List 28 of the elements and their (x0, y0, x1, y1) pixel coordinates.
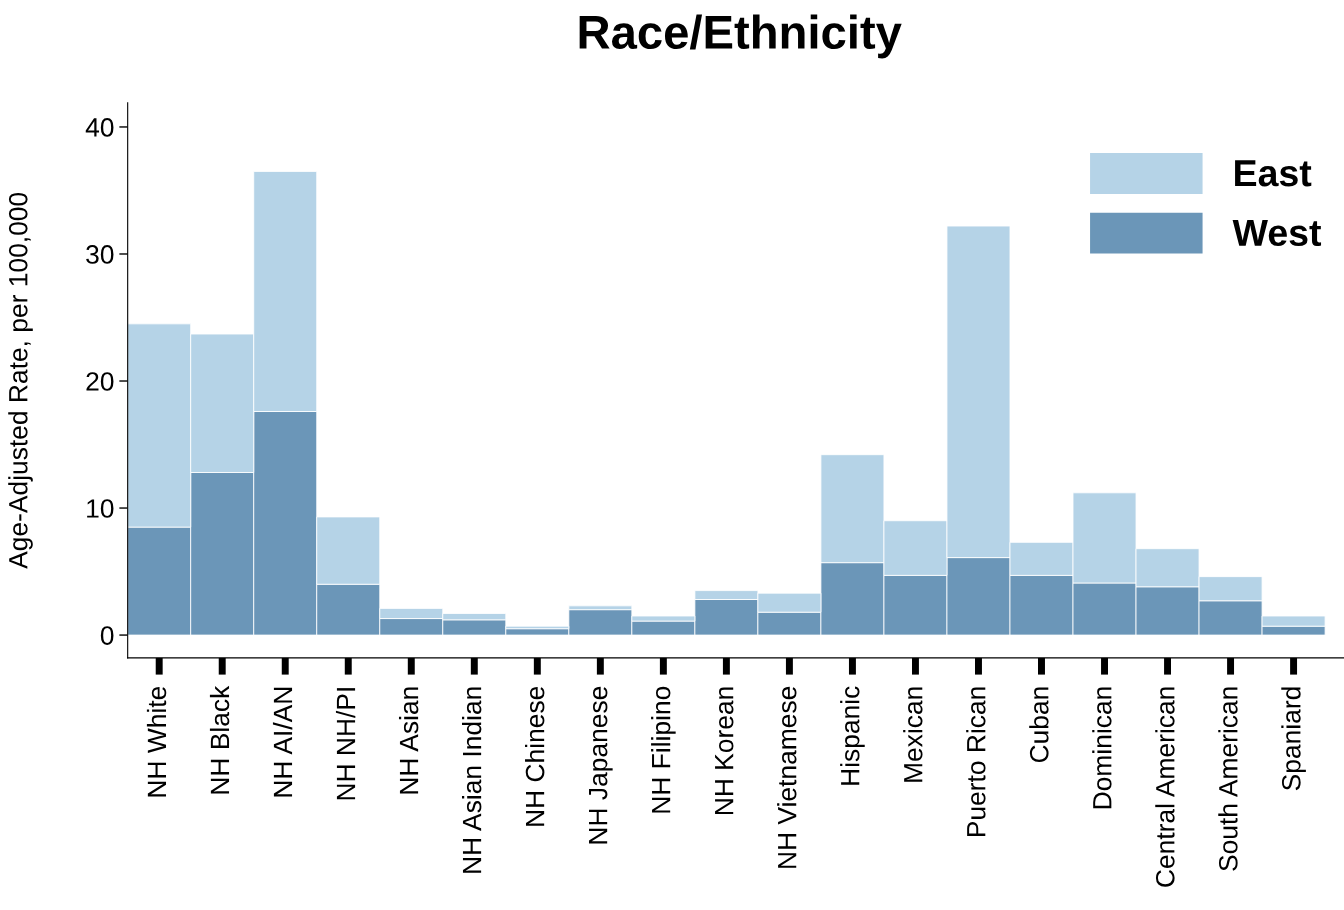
chart-title: Race/Ethnicity (579, 14, 902, 59)
x-tick-label: NH Vietnamese (777, 686, 797, 868)
y-tick-label: 30 (86, 245, 114, 264)
x-tick-label: NH Korean (715, 687, 734, 815)
y-axis-title: Age-Adjusted Rate, per 100,000 (8, 192, 33, 569)
x-tick-label: Hispanic (840, 686, 865, 785)
legend-label: East (1235, 160, 1312, 187)
x-tick-label: South American (1218, 687, 1238, 871)
x-tick-label: NH Japanese (589, 686, 613, 844)
x-tick-label: Mexican (903, 687, 923, 782)
y-tick-label: 0 (100, 626, 114, 645)
x-tick-label: Cuban (1029, 687, 1049, 763)
y-tick-label: 40 (85, 118, 114, 137)
x-tick-label: NH Asian Indian (462, 687, 482, 873)
x-tick-label: NH Chinese (525, 686, 545, 826)
y-tick-label: 10 (87, 499, 114, 518)
x-tick-label: NH AI/AN (272, 687, 293, 797)
x-tick-label: Spaniard (1281, 687, 1306, 791)
y-tick-label: 20 (86, 372, 114, 391)
x-tick-label: NH Asian (398, 687, 419, 794)
x-tick-label: NH Black (209, 685, 230, 794)
x-tick-label: NH Filipino (651, 686, 676, 813)
x-tick-label: Dominican (1092, 687, 1112, 809)
x-tick-label: Central American (1155, 687, 1175, 887)
x-tick-label: NH White (146, 686, 167, 797)
x-tick-label: Puerto Rican (966, 687, 986, 837)
x-tick-label: NH NH/PI (335, 688, 356, 800)
legend-label: West (1232, 219, 1322, 247)
